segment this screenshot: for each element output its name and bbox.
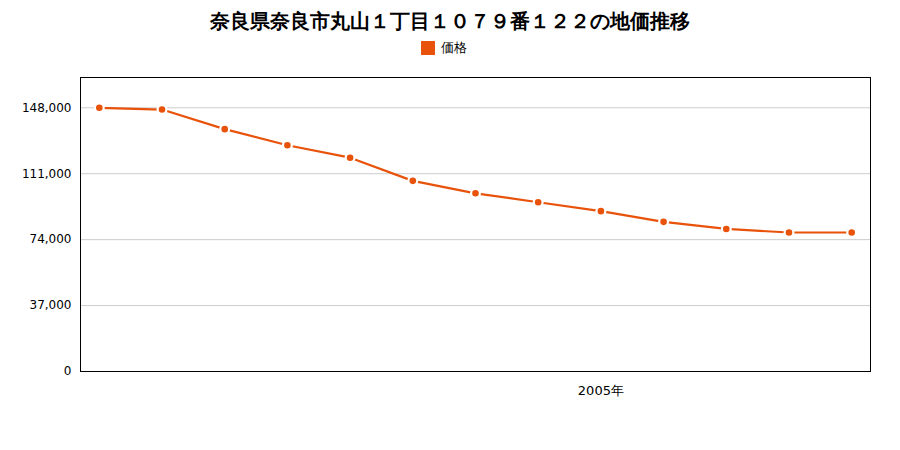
html-text:価格: 価格 [441, 40, 467, 55]
svg-text:2005年: 2005年 [578, 383, 624, 398]
svg-text:148,000: 148,000 [22, 101, 72, 115]
svg-text:74,000: 74,000 [30, 232, 72, 246]
svg-text:111,000: 111,000 [22, 167, 72, 181]
html-text:奈良県奈良市丸山１丁目１０７９番１２２の地価推移: 奈良県奈良市丸山１丁目１０７９番１２２の地価推移 [210, 9, 690, 33]
svg-text:0: 0 [64, 364, 72, 378]
svg-text:37,000: 37,000 [30, 298, 72, 312]
